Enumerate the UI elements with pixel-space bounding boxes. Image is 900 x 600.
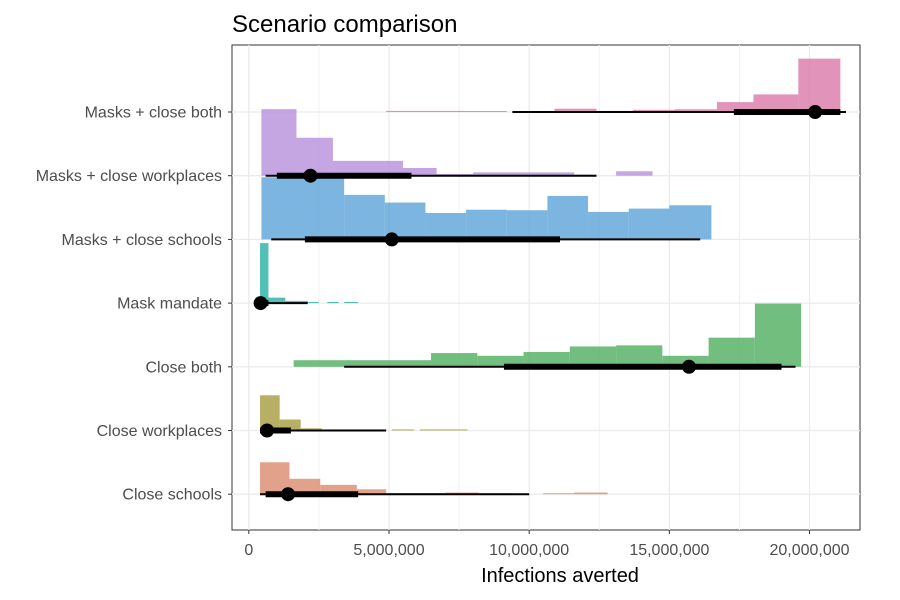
y-tick-label: Mask mandate xyxy=(117,296,222,313)
histogram-bar xyxy=(344,302,359,304)
histogram-bar xyxy=(547,195,589,240)
median-point xyxy=(808,105,823,119)
histogram-bar xyxy=(473,172,575,176)
histogram-bar xyxy=(260,243,269,304)
histogram-bar xyxy=(554,108,597,112)
histogram-bar xyxy=(320,484,357,495)
histogram-bar xyxy=(506,210,548,240)
y-tick-label: Masks + close workplaces xyxy=(36,168,222,185)
histogram-bar xyxy=(419,429,468,431)
histogram-bar xyxy=(307,302,319,304)
histogram-bar xyxy=(628,208,670,240)
plot-panel xyxy=(231,44,861,531)
histogram-bar xyxy=(296,137,333,176)
median-point xyxy=(260,423,275,438)
histogram-bar xyxy=(403,168,437,176)
x-tick-label: 5,000,000 xyxy=(353,542,424,559)
median-point xyxy=(281,487,296,502)
median-point xyxy=(253,296,268,311)
histogram-bar xyxy=(466,209,507,240)
histogram-bar xyxy=(289,478,321,495)
histogram-bar xyxy=(431,353,478,367)
axes: Close schools Close workplaces Close both M… xyxy=(36,105,850,560)
x-axis-label: Infections averted xyxy=(481,565,639,587)
histogram-bar xyxy=(574,492,608,495)
histogram-bar xyxy=(588,211,629,240)
histogram-bar xyxy=(279,419,301,431)
histogram-bar xyxy=(632,109,675,112)
histogram-bar xyxy=(300,428,322,431)
histogram-bar xyxy=(293,360,346,367)
x-tick-label: 15,000,000 xyxy=(629,542,709,559)
histogram-bar xyxy=(569,346,617,367)
histogram-bar xyxy=(332,160,404,176)
histogram-bar xyxy=(754,303,802,367)
histogram-bar xyxy=(708,337,755,367)
histogram-bar xyxy=(261,177,345,240)
median-point xyxy=(681,359,696,374)
histogram-bar xyxy=(477,355,524,367)
chart-title: Scenario comparison xyxy=(232,11,457,38)
histogram-bar xyxy=(260,395,280,431)
histogram-bar xyxy=(268,297,286,304)
histogram-bar xyxy=(285,300,308,304)
y-tick-label: Close schools xyxy=(122,487,222,504)
histogram-bar xyxy=(391,429,415,431)
histogram-bar xyxy=(717,102,754,112)
x-tick-label: 10,000,000 xyxy=(489,542,569,559)
histogram-bar xyxy=(616,171,653,176)
histogram-bar xyxy=(386,110,426,112)
histogram-bar xyxy=(425,110,465,112)
histogram-bar xyxy=(616,345,663,367)
x-tick-label: 20,000,000 xyxy=(769,542,849,559)
median-point xyxy=(384,232,399,247)
y-tick-label: Close both xyxy=(146,359,223,376)
histogram-bar xyxy=(464,111,507,112)
histogram-bar xyxy=(674,109,718,112)
histogram-bar xyxy=(543,493,575,495)
data-layer xyxy=(253,58,846,502)
y-tick-label: Masks + close both xyxy=(85,105,222,122)
y-tick-label: Masks + close schools xyxy=(61,232,222,249)
histogram-bar xyxy=(261,109,297,176)
histogram-bar xyxy=(344,194,385,240)
y-tick-label: Close workplaces xyxy=(97,423,222,440)
histogram-bar xyxy=(669,205,712,240)
histogram-bar xyxy=(356,489,387,495)
histogram-bar xyxy=(523,351,570,367)
histogram-bar xyxy=(345,360,432,367)
x-tick-label: 0 xyxy=(244,542,253,559)
histogram-bar xyxy=(327,302,339,304)
median-point xyxy=(303,168,318,183)
histogram-bar xyxy=(798,58,841,112)
histogram-bar xyxy=(753,94,799,112)
histogram-bar xyxy=(425,213,467,240)
